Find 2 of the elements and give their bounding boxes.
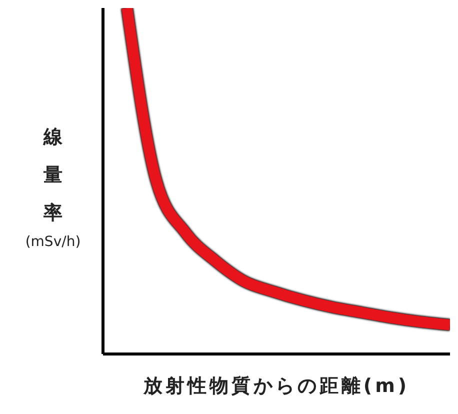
x-axis-title: 放射性物質からの距離(m) bbox=[142, 374, 411, 399]
y-axis-title: 線量率(mSv/h) bbox=[24, 125, 82, 250]
